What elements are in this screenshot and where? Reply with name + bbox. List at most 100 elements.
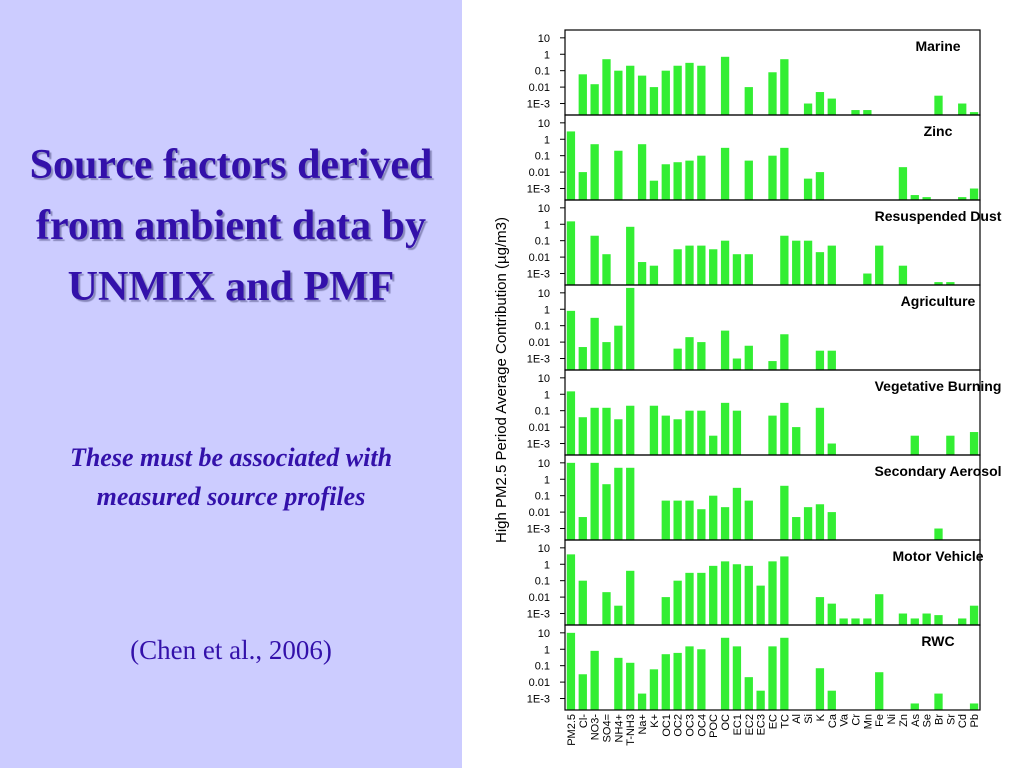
y-tick-label: 0.1 [535, 406, 550, 418]
bar [590, 144, 599, 200]
y-tick-label: 0.01 [529, 337, 550, 349]
bar [590, 407, 599, 455]
bar [827, 512, 836, 540]
bar [626, 226, 635, 285]
x-tick-label: Cl- [578, 714, 590, 728]
y-tick-label: 10 [538, 373, 550, 385]
x-tick-label: Se [922, 714, 934, 727]
panel-title: Marine [915, 38, 960, 54]
x-tick-label: Sr [945, 714, 957, 725]
bar [697, 342, 706, 370]
y-tick-label: 0.1 [535, 576, 550, 588]
bar [946, 435, 955, 455]
bar [875, 245, 884, 285]
y-tick-label: 0.01 [529, 507, 550, 519]
y-axis-label: High PM2.5 Period Average Contribution (… [493, 217, 510, 543]
y-tick-label: 0.1 [535, 151, 550, 163]
x-tick-label: OC2 [673, 714, 685, 737]
bar [969, 432, 979, 455]
x-tick-label: Ca [827, 713, 839, 728]
bar [566, 310, 576, 370]
bar [934, 282, 943, 285]
bar [697, 65, 706, 115]
bar [697, 509, 706, 540]
y-tick-label: 0.01 [529, 422, 550, 434]
bar [815, 504, 825, 540]
bar [934, 615, 943, 625]
bar [709, 435, 718, 455]
bar [685, 245, 694, 285]
bar [685, 500, 694, 540]
x-tick-label: Fe [874, 714, 886, 727]
bar [768, 415, 777, 455]
bar [649, 405, 659, 455]
bar [815, 407, 825, 455]
bar [661, 415, 670, 455]
bar [934, 95, 943, 115]
bar [590, 317, 599, 370]
bar [720, 507, 730, 540]
bar [732, 646, 742, 710]
bar [815, 668, 825, 710]
bar [720, 402, 730, 455]
x-tick-label: TC [779, 714, 791, 729]
bar [827, 350, 836, 370]
y-tick-label: 0.1 [535, 661, 550, 673]
bar [910, 703, 919, 710]
bar [578, 517, 587, 540]
y-tick-label: 1E-3 [527, 439, 550, 451]
bar [720, 56, 730, 115]
bar [709, 565, 718, 625]
y-tick-label: 0.1 [535, 321, 550, 333]
bar [898, 265, 908, 285]
bar [720, 561, 730, 625]
bar [578, 417, 587, 455]
bar [969, 605, 979, 625]
bar [626, 570, 635, 625]
bar [720, 147, 730, 200]
bar [732, 254, 742, 285]
bar [780, 334, 789, 370]
bar [614, 467, 623, 540]
bar [649, 87, 659, 115]
x-tick-label: OC1 [661, 714, 673, 737]
x-tick-label: EC [768, 714, 780, 729]
bar [827, 603, 836, 625]
bar [697, 649, 706, 710]
bar [685, 160, 694, 200]
bar [803, 507, 813, 540]
citation: (Chen et al., 2006) [130, 635, 332, 665]
bar [602, 484, 611, 540]
bar [792, 240, 801, 285]
bar [827, 245, 836, 285]
bar [673, 500, 682, 540]
bar [768, 155, 777, 200]
bar [661, 164, 670, 200]
x-tick-label: Cr [851, 714, 863, 726]
y-tick-label: 1E-3 [527, 609, 550, 621]
y-tick-label: 1 [544, 474, 550, 486]
bar [578, 74, 587, 115]
y-tick-label: 10 [538, 203, 550, 215]
bar [661, 597, 670, 625]
x-tick-label: EC2 [744, 714, 756, 735]
bar [673, 652, 682, 710]
x-tick-label: Mn [862, 714, 874, 729]
bar [614, 325, 623, 370]
bar [898, 167, 908, 200]
bar [875, 672, 884, 710]
x-tick-label: Zn [898, 714, 910, 727]
bar [827, 98, 836, 115]
bar [661, 500, 670, 540]
bar [756, 690, 765, 710]
bar [637, 75, 647, 115]
y-tick-label: 10 [538, 33, 550, 45]
bar [637, 693, 647, 710]
bar [649, 669, 659, 710]
bar [673, 348, 682, 370]
bar [697, 245, 706, 285]
bar [803, 103, 813, 115]
bar [815, 172, 825, 200]
bar [744, 345, 753, 370]
